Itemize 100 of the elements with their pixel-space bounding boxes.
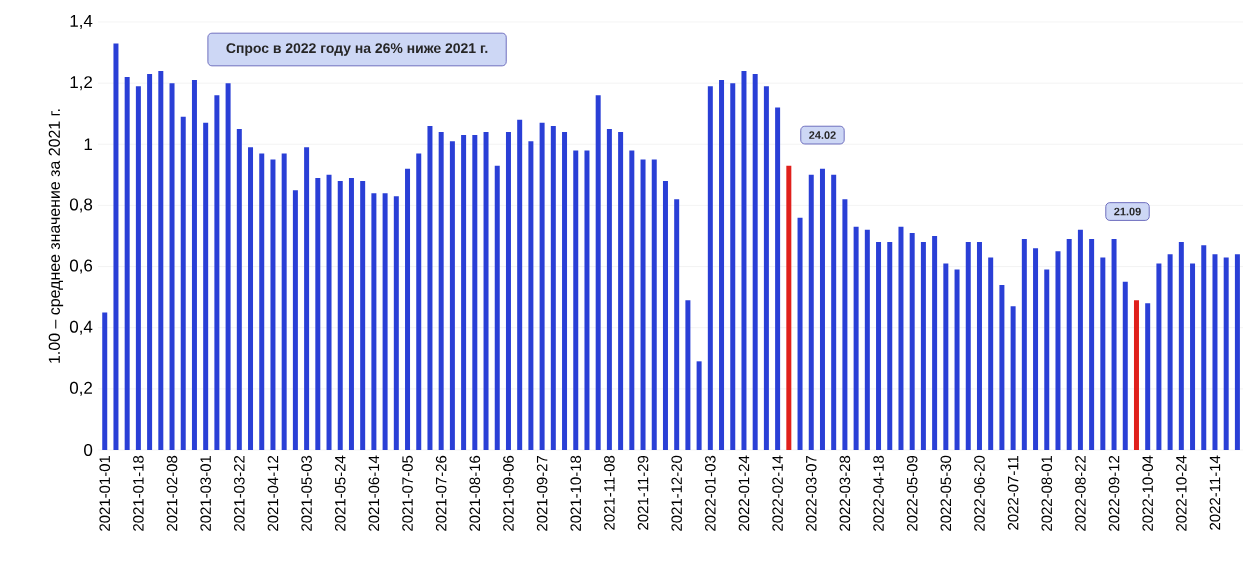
y-tick-label: 1,2 [70, 76, 92, 91]
bar [113, 43, 119, 450]
bar [393, 196, 399, 450]
bar [539, 122, 545, 450]
bar [730, 83, 736, 450]
bar [629, 150, 635, 450]
bar [719, 80, 725, 450]
annotation: 24.02 [809, 131, 836, 139]
bar [382, 193, 388, 450]
bar [909, 232, 915, 450]
x-tick-label: 2021-11-29 [637, 455, 649, 530]
x-tick-label: 2022-10-04 [1142, 455, 1153, 531]
x-tick-label: 2022-07-11 [1007, 455, 1019, 530]
bar [842, 199, 848, 450]
bar [1044, 269, 1050, 450]
bar [124, 77, 130, 450]
bar [225, 83, 231, 450]
x-tick-label: 2022-02-14 [772, 455, 783, 531]
bar [326, 174, 332, 450]
bar [707, 86, 713, 450]
bar [281, 153, 287, 450]
bar [1089, 239, 1095, 450]
bar [483, 132, 489, 450]
bar [965, 242, 971, 450]
x-tick-label: 2021-12-20 [671, 455, 682, 531]
bar [853, 226, 859, 450]
bar [943, 263, 949, 450]
x-tick-label: 2022-01-03 [705, 455, 716, 531]
x-tick-label: 2022-08-22 [1075, 455, 1086, 531]
bar [360, 180, 366, 450]
bar [819, 168, 825, 450]
bar [236, 128, 242, 450]
x-tick-label: 2021-02-08 [166, 455, 178, 531]
bar [640, 159, 646, 450]
x-tick-label: 2021-10-18 [570, 455, 582, 531]
x-tick-label: 2022-05-09 [906, 455, 918, 531]
bar [169, 83, 175, 450]
x-tick-label: 2021-09-27 [536, 455, 548, 531]
bar [1145, 303, 1151, 450]
bar [674, 199, 680, 450]
x-tick-label: 2021-11-08 [604, 455, 615, 530]
bar [618, 132, 624, 450]
bar [1122, 281, 1128, 450]
bar [696, 361, 702, 450]
bar [573, 150, 579, 450]
bar [528, 141, 534, 450]
x-tick-label: 2022-01-24 [738, 455, 750, 531]
bar [1156, 263, 1162, 450]
bar [438, 132, 444, 450]
x-tick-label: 2022-05-30 [940, 455, 952, 531]
bar [1111, 239, 1117, 450]
x-tick-label: 2021-03-01 [200, 455, 211, 531]
x-tick-label: 2021-05-24 [334, 455, 346, 531]
bar [337, 180, 343, 450]
bar [304, 147, 310, 450]
bar [505, 132, 511, 450]
bar [1212, 254, 1218, 450]
x-tick-label: 2021-08-16 [469, 455, 481, 531]
bar [988, 257, 994, 450]
bar [371, 193, 377, 450]
y-tick-label: 0 [84, 443, 93, 456]
bar [1167, 254, 1173, 450]
bar [135, 86, 141, 450]
annotation: 21.09 [1114, 207, 1141, 216]
annotation: Спрос в 2022 году на 26% ниже 2021 г. [226, 43, 488, 56]
bar [494, 165, 500, 450]
x-tick-label: 2022-11-14 [1209, 455, 1221, 530]
bar [292, 190, 298, 450]
bar [1100, 257, 1106, 450]
bar [191, 80, 197, 450]
bar [584, 150, 590, 450]
bar [1033, 248, 1039, 450]
x-tick-label: 2022-10-24 [1176, 455, 1187, 531]
bar [416, 153, 422, 450]
x-tick-label: 2022-08-01 [1041, 455, 1053, 531]
x-tick-label: 2022-04-18 [873, 455, 884, 531]
bar [651, 159, 657, 450]
bar [1201, 245, 1207, 450]
x-tick-label: 2022-03-07 [805, 455, 817, 531]
bar [180, 116, 186, 450]
bar [976, 242, 982, 450]
x-tick-label: 2021-04-12 [267, 455, 279, 531]
bar [954, 269, 960, 450]
y-tick-label: 0,4 [69, 320, 93, 335]
bar [797, 217, 803, 450]
bar [405, 168, 411, 450]
bar [517, 119, 523, 450]
bar [214, 95, 220, 450]
bar [248, 147, 254, 450]
y-tick-label: 1,4 [70, 15, 93, 29]
bar [831, 174, 837, 450]
bar [1190, 263, 1196, 450]
bar [752, 73, 758, 450]
bar [562, 132, 568, 450]
y-tick-label: 0,6 [69, 259, 93, 274]
bar [427, 125, 433, 450]
bar [932, 235, 938, 450]
bar [1133, 300, 1139, 450]
bar [259, 153, 265, 450]
x-tick-label: 2021-05-03 [301, 455, 312, 531]
